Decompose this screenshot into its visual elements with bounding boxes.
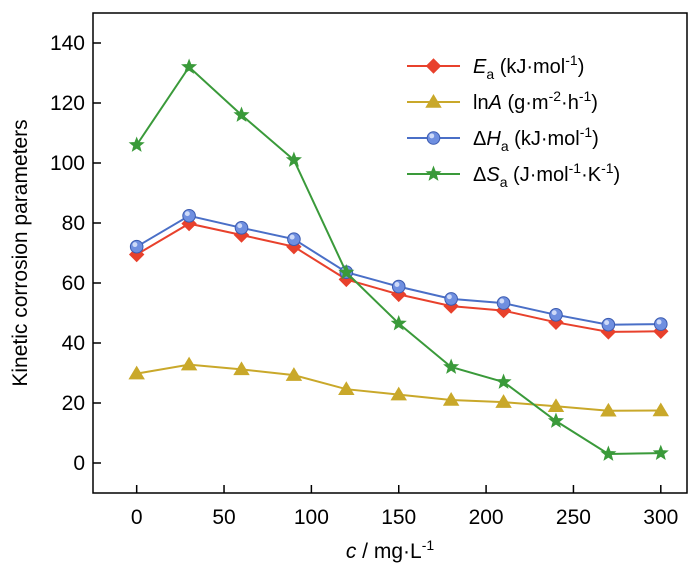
series-1 bbox=[128, 356, 670, 417]
data-point bbox=[547, 398, 565, 413]
legend-entry-0: Ea (kJ·mol-1) bbox=[407, 52, 584, 82]
x-tick-label: 150 bbox=[381, 506, 416, 529]
data-point-highlight bbox=[446, 294, 452, 300]
data-point-highlight bbox=[289, 234, 295, 240]
data-point bbox=[233, 361, 250, 376]
data-point bbox=[600, 402, 617, 417]
data-point-highlight bbox=[184, 211, 190, 217]
legend-label: ΔSa (J·mol-1·K-1) bbox=[473, 160, 620, 190]
y-tick-label: 0 bbox=[73, 452, 85, 475]
y-tick-label: 100 bbox=[50, 152, 85, 175]
legend-marker bbox=[425, 94, 442, 108]
series-line bbox=[136, 214, 661, 326]
data-point bbox=[391, 279, 406, 294]
x-tick-label: 0 bbox=[131, 506, 143, 529]
y-tick-label: 120 bbox=[50, 92, 85, 115]
data-point-highlight bbox=[237, 223, 243, 229]
data-point bbox=[390, 315, 407, 331]
data-point bbox=[129, 239, 144, 254]
data-point bbox=[652, 444, 669, 460]
axis-ticks: 0 50 100 150 200 250 300 0 20 40 60 80 100 120 140 bbox=[50, 32, 678, 529]
plot-frame bbox=[92, 12, 688, 494]
series-3 bbox=[128, 58, 669, 461]
legend-marker-highlight bbox=[429, 133, 435, 139]
x-tick-label: 300 bbox=[643, 506, 678, 529]
data-point-highlight bbox=[499, 298, 505, 304]
data-point bbox=[390, 386, 407, 401]
legend-entry-2: ΔHa (kJ·mol-1) bbox=[407, 124, 599, 154]
legend-marker bbox=[426, 131, 441, 145]
x-tick-label: 250 bbox=[556, 506, 591, 529]
data-point bbox=[495, 394, 512, 408]
series-layer bbox=[128, 58, 670, 461]
data-point bbox=[443, 358, 460, 374]
legend-label: Ea (kJ·mol-1) bbox=[473, 52, 584, 82]
data-point-highlight bbox=[656, 319, 662, 325]
legend-marker bbox=[425, 165, 442, 181]
legend-marker bbox=[425, 58, 442, 74]
data-point bbox=[287, 232, 301, 246]
data-point bbox=[442, 392, 460, 406]
data-point bbox=[549, 308, 563, 322]
data-point bbox=[285, 151, 302, 167]
legend-label: ΔHa (kJ·mol-1) bbox=[473, 124, 599, 154]
data-point bbox=[234, 221, 249, 235]
x-tick-label: 100 bbox=[294, 506, 329, 529]
y-tick-label: 140 bbox=[50, 32, 85, 55]
data-point bbox=[653, 317, 668, 331]
y-axis-title: Kinetic corrosion parameters bbox=[9, 119, 32, 386]
data-point bbox=[233, 106, 250, 122]
data-point bbox=[128, 136, 145, 152]
data-point bbox=[180, 356, 198, 371]
data-point bbox=[601, 317, 616, 332]
data-point-highlight bbox=[394, 282, 400, 287]
y-tick-label: 80 bbox=[62, 212, 85, 235]
data-point bbox=[338, 381, 355, 395]
data-point bbox=[495, 373, 512, 389]
data-point-highlight bbox=[132, 242, 138, 248]
data-point-highlight bbox=[604, 320, 610, 326]
data-point bbox=[338, 264, 355, 280]
x-tick-label: 200 bbox=[469, 506, 504, 529]
y-tick-label: 60 bbox=[62, 272, 85, 295]
x-axis-title: c / mg·L-1 bbox=[346, 537, 435, 563]
x-tick-label: 50 bbox=[212, 506, 235, 529]
y-tick-label: 20 bbox=[62, 392, 85, 415]
legend-label: lnA (g·m-2·h-1) bbox=[473, 88, 598, 114]
legend-entry-1: lnA (g·m-2·h-1) bbox=[407, 88, 598, 114]
data-point bbox=[600, 445, 617, 461]
data-point bbox=[547, 412, 565, 428]
data-point bbox=[444, 292, 458, 306]
data-point bbox=[182, 209, 196, 223]
data-point bbox=[128, 365, 145, 380]
data-point-highlight bbox=[551, 310, 557, 316]
data-point bbox=[181, 58, 198, 74]
data-point bbox=[652, 402, 670, 417]
data-point bbox=[285, 367, 303, 381]
data-point bbox=[496, 296, 511, 310]
legend: Ea (kJ·mol-1) lnA (g·m-2·h-1) ΔHa (kJ·mol-… bbox=[407, 52, 620, 190]
legend-entry-3: ΔSa (J·mol-1·K-1) bbox=[407, 160, 620, 190]
y-tick-label: 40 bbox=[62, 332, 85, 355]
